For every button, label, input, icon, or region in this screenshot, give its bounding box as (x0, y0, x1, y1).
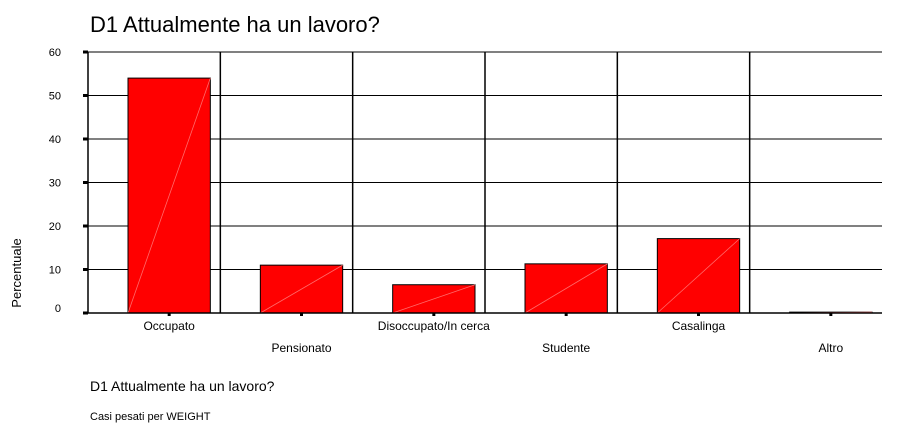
y-tick-labels: 0 10 20 30 40 50 60 (49, 47, 61, 315)
axes (83, 50, 882, 316)
bar-diagonal (657, 238, 740, 314)
x-tick-label: Casalinga (672, 319, 726, 333)
x-tick-label: Altro (818, 341, 843, 355)
y-tick-label: 60 (49, 47, 61, 59)
bar-diagonal (127, 77, 211, 314)
bar-diagonal (392, 284, 476, 314)
x-tick-label: Disoccupato/In cerca (378, 319, 490, 333)
y-tick-label: 50 (49, 91, 61, 103)
y-tick-label: 30 (49, 178, 61, 190)
weight-note: Casi pesati per WEIGHT (90, 411, 211, 423)
bars (127, 77, 873, 314)
x-tick-label: Occupato (143, 319, 195, 333)
x-tick-label: Studente (542, 341, 590, 355)
y-tick-label: 10 (49, 265, 61, 277)
y-axis-label: Percentuale (9, 238, 24, 307)
y-tick-label: 40 (49, 134, 61, 146)
x-axis-label: D1 Attualmente ha un lavoro? (90, 378, 275, 394)
x-tick-labels: Occupato Pensionato Disoccupato/In cerca St… (143, 319, 843, 355)
gridlines (88, 51, 882, 313)
bar-chart: 0 10 20 30 40 50 60 Occupato Pensionato Disoccup… (9, 47, 882, 355)
bar-diagonal (524, 263, 608, 314)
y-tick-label: 20 (49, 221, 61, 233)
chart-title: D1 Attualmente ha un lavoro? (90, 12, 380, 37)
bar-diagonal (260, 264, 343, 314)
y-tick-label: 0 (55, 303, 61, 315)
x-tick-label: Pensionato (271, 341, 331, 355)
